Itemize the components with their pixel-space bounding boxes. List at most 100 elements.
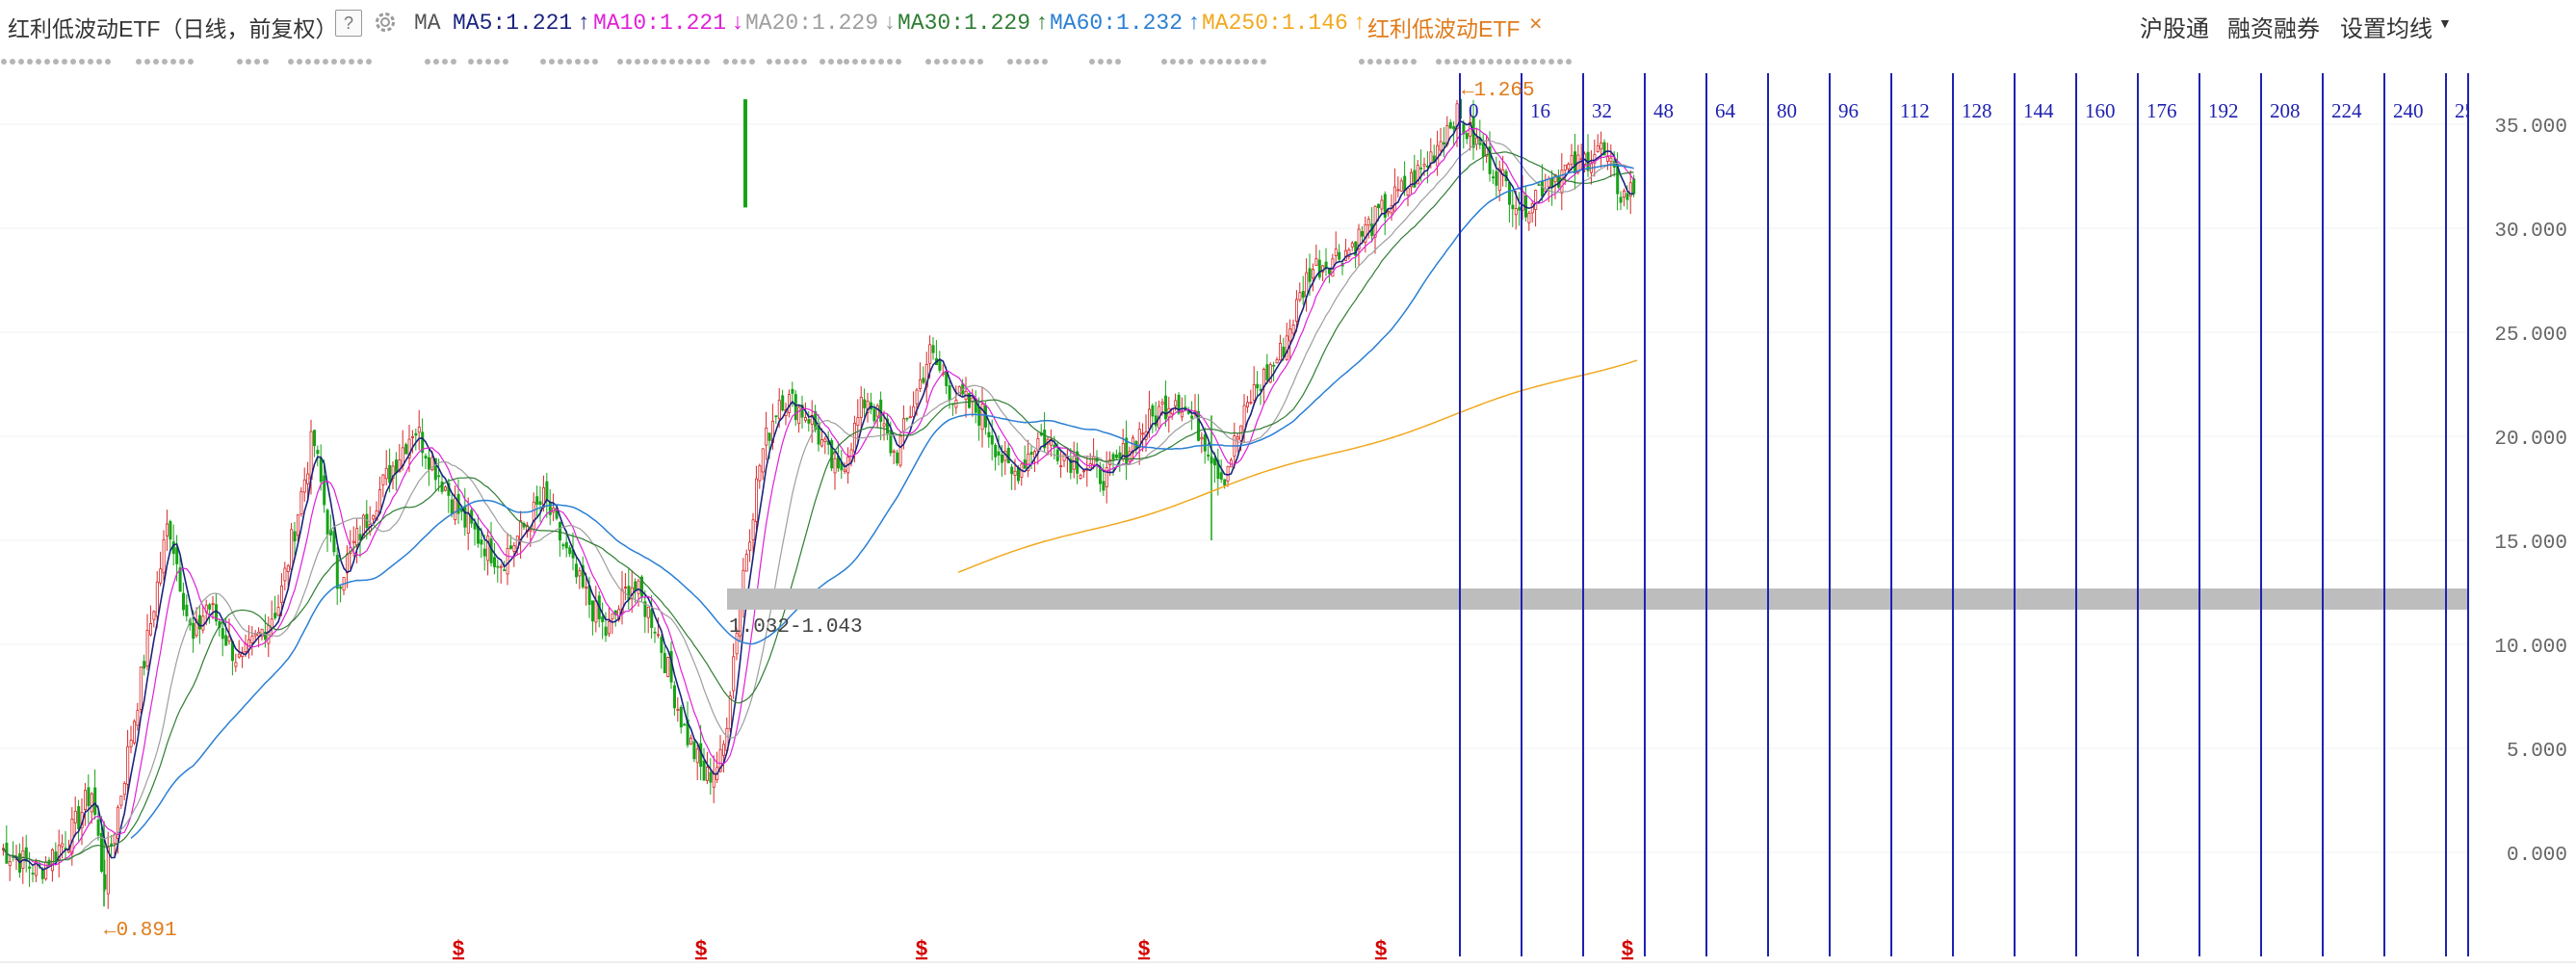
legend-dot <box>749 59 755 65</box>
legend-dot <box>1 59 7 65</box>
candle-body <box>1246 402 1250 407</box>
legend-dot <box>162 59 168 65</box>
legend-dot <box>1462 59 1468 65</box>
legend-dot <box>1243 59 1249 65</box>
candle-body <box>398 459 402 473</box>
candle-body <box>660 637 664 653</box>
legend-ma250-arrow: ↑ <box>1352 11 1366 36</box>
compare-label[interactable]: 红利低波动ETF <box>1367 16 1521 41</box>
candle-body <box>882 423 886 427</box>
candle-body <box>1013 470 1017 476</box>
legend-dot <box>105 59 111 65</box>
candle-body <box>132 720 136 744</box>
legend-dot <box>1402 59 1408 65</box>
candle-body <box>542 486 546 509</box>
candle-body <box>480 539 483 545</box>
gear-icon[interactable] <box>372 9 399 36</box>
menu-margin[interactable]: 融资融券 <box>2227 16 2320 42</box>
candle-body <box>1626 193 1629 200</box>
candle-body <box>980 404 984 431</box>
candle-body <box>902 418 906 431</box>
candle-body <box>51 849 55 872</box>
legend-ma10[interactable]: MA10:1.221 ↓ <box>593 11 744 36</box>
legend-dot <box>635 59 640 65</box>
candle-body <box>433 457 437 481</box>
candle-body <box>1174 400 1178 406</box>
candle-body <box>1275 359 1279 364</box>
candle-body <box>234 662 238 667</box>
menu-ma-settings[interactable]: 设置均线 <box>2340 16 2433 42</box>
candle-body <box>407 438 411 458</box>
candle-body <box>1623 190 1626 198</box>
candle-body <box>915 389 919 405</box>
legend-dot <box>349 59 354 65</box>
candle-body <box>863 399 867 408</box>
legend-dot <box>323 59 328 65</box>
legend-ma30[interactable]: MA30:1.229 ↑ <box>898 11 1049 36</box>
legend-dot <box>27 59 33 65</box>
candle-body <box>1609 157 1613 163</box>
ma-prefix-label[interactable]: MA <box>414 11 441 36</box>
candle-body <box>807 419 811 424</box>
legend-ma250[interactable]: MA250:1.146 ↑ <box>1202 11 1366 36</box>
candle-body <box>40 869 44 879</box>
candle-body <box>119 796 123 806</box>
candle-body <box>788 394 792 413</box>
legend-dot <box>887 59 893 65</box>
y-tick-label: 0.000 <box>2507 845 2567 867</box>
legend-ma20[interactable]: MA20:1.229 ↓ <box>745 11 897 36</box>
candle-body <box>1291 325 1295 334</box>
chart-title: 红利低波动ETF（日线，前复权） <box>8 16 338 41</box>
candle-body <box>1164 395 1168 420</box>
legend-ma20-arrow: ↓ <box>883 11 897 36</box>
legend-dot <box>1548 59 1554 65</box>
candle-body <box>1151 405 1155 417</box>
candle-body <box>938 360 942 371</box>
legend-dot <box>1042 59 1048 65</box>
candle-body <box>728 695 732 729</box>
compare-close-icon[interactable]: × <box>1529 11 1543 36</box>
candle-body <box>28 866 32 869</box>
legend-dot <box>1436 59 1442 65</box>
event-marker: $ <box>695 936 707 960</box>
ma5-line <box>2 119 1634 871</box>
candle-body <box>529 529 533 532</box>
candle-body <box>781 395 785 411</box>
legend-dot <box>246 59 251 65</box>
chevron-down-icon[interactable]: ▼ <box>2438 15 2452 31</box>
legend-ma5[interactable]: MA5:1.221 ↑ <box>453 11 590 36</box>
candle-body <box>129 740 133 747</box>
candle-body <box>1488 145 1492 174</box>
menu-hgt[interactable]: 沪股通 <box>2140 16 2209 42</box>
candle-body <box>643 601 647 617</box>
legend-dot <box>878 59 884 65</box>
candle-body <box>676 709 680 711</box>
candle-body <box>450 499 454 514</box>
help-button[interactable]: ? <box>335 10 362 37</box>
low-annotation: ←0.891 <box>104 920 177 942</box>
candle-body <box>666 657 670 677</box>
candle-body <box>24 847 28 862</box>
candle-body <box>1213 457 1217 466</box>
candle-body <box>293 531 297 542</box>
candle-body <box>1377 203 1381 209</box>
candle-body <box>804 417 808 421</box>
legend-dot <box>1217 59 1223 65</box>
legend-ma60[interactable]: MA60:1.232 ↑ <box>1050 11 1201 36</box>
candle-body <box>646 606 650 618</box>
candle-body <box>463 506 467 528</box>
ma30-line <box>2 151 1634 864</box>
candle-body <box>794 394 797 421</box>
candle-body <box>410 435 414 438</box>
candle-body <box>486 536 490 562</box>
candle-body <box>143 661 146 669</box>
candle-body <box>820 439 824 447</box>
candle-body <box>706 767 710 781</box>
candle-body <box>1301 291 1305 299</box>
candle-body <box>100 832 104 872</box>
candle-body <box>997 451 1001 457</box>
candle-body <box>968 393 972 408</box>
legend-dot <box>485 59 491 65</box>
legend-dot <box>925 59 931 65</box>
price-band <box>727 588 2468 610</box>
